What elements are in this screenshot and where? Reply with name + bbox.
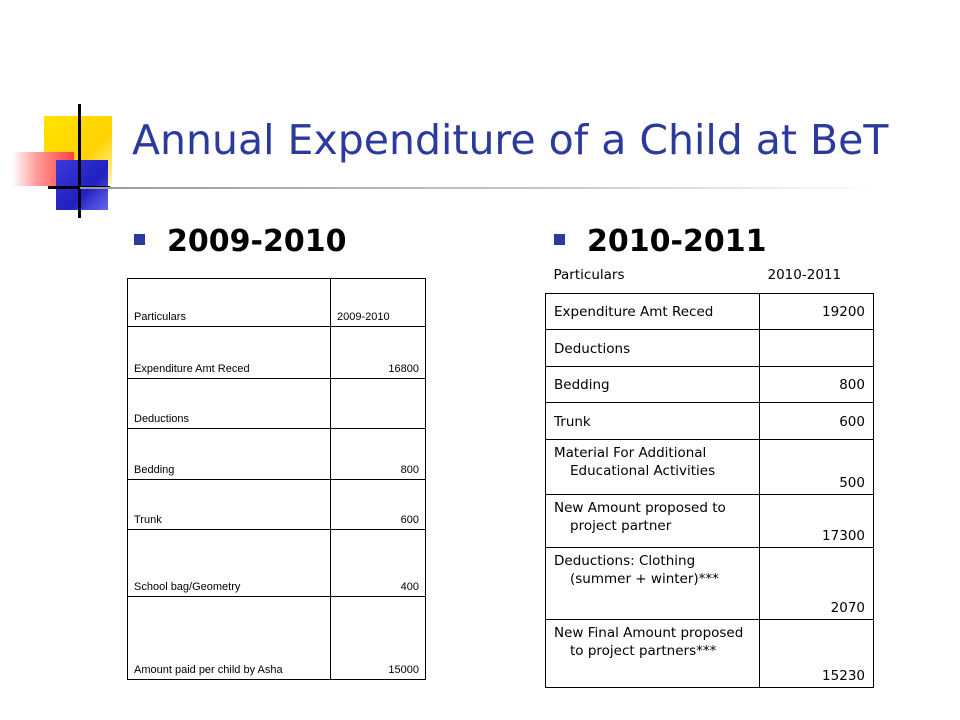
row-label: Trunk (545, 401, 760, 440)
row-value (330, 378, 426, 429)
table-row: Trunk 600 (545, 401, 874, 440)
table-2010-2011: Particulars 2010-2011 Expenditure Amt Re… (545, 255, 874, 688)
row-value: 15000 (330, 596, 426, 680)
table-row: New Final Amount proposed to project par… (545, 618, 874, 688)
row-label: Amount paid per child by Asha (127, 596, 331, 680)
header-cell-year: 2010-2011 (759, 255, 874, 294)
row-label: New Final Amount proposed to project par… (545, 618, 760, 688)
table-row: Bedding 800 (127, 428, 426, 480)
table-row: School bag/Geometry 400 (127, 529, 426, 597)
row-label: Expenditure Amt Reced (127, 326, 331, 379)
right-heading: 2010-2011 (554, 224, 766, 259)
table-row: Bedding 800 (545, 365, 874, 403)
left-heading-text: 2009-2010 (167, 224, 347, 259)
left-heading: 2009-2010 (134, 224, 346, 259)
decor-vertical-line (78, 104, 81, 218)
row-label: Deductions (545, 328, 760, 367)
row-value: 400 (330, 529, 426, 597)
row-value: 15230 (759, 618, 874, 688)
slide-title: Annual Expenditure of a Child at BeT (132, 116, 889, 164)
table-row: Deductions (545, 328, 874, 367)
row-value: 600 (759, 401, 874, 440)
bullet-square-icon (134, 234, 145, 245)
table-2009-2010: Particulars 2009-2010 Expenditure Amt Re… (127, 278, 426, 680)
table-row: Trunk 600 (127, 479, 426, 530)
row-value (759, 328, 874, 367)
table-row: Expenditure Amt Reced 19200 (545, 292, 874, 330)
row-label: Deductions (127, 378, 331, 429)
table-row: Deductions: Clothing (summer + winter)**… (545, 546, 874, 620)
row-label: School bag/Geometry (127, 529, 331, 597)
row-value: 500 (759, 438, 874, 495)
row-label: Material For Additional Educational Acti… (545, 438, 760, 495)
row-label: Bedding (127, 428, 331, 480)
row-label: Expenditure Amt Reced (545, 292, 760, 330)
table-row: New Amount proposed to project partner 1… (545, 493, 874, 548)
row-label: Bedding (545, 365, 760, 403)
row-value: 16800 (330, 326, 426, 379)
decor-horizontal-line (48, 186, 110, 189)
header-cell-particulars: Particulars (127, 278, 331, 327)
row-label: Deductions: Clothing (summer + winter)**… (545, 546, 760, 620)
row-label: Trunk (127, 479, 331, 530)
row-value: 17300 (759, 493, 874, 548)
bullet-square-icon (554, 234, 565, 245)
header-cell-year: 2009-2010 (330, 278, 426, 327)
row-value: 800 (330, 428, 426, 480)
table-row: Amount paid per child by Asha 15000 (127, 596, 426, 680)
table-row: Material For Additional Educational Acti… (545, 438, 874, 495)
table-row: Deductions (127, 378, 426, 429)
table-header-row: Particulars 2010-2011 (545, 255, 874, 294)
row-value: 2070 (759, 546, 874, 620)
row-value: 19200 (759, 292, 874, 330)
header-cell-particulars: Particulars (545, 255, 760, 294)
row-label: New Amount proposed to project partner (545, 493, 760, 548)
row-value: 600 (330, 479, 426, 530)
right-heading-text: 2010-2011 (587, 224, 767, 259)
row-value: 800 (759, 365, 874, 403)
decor-blue-square (56, 160, 108, 210)
table-row: Expenditure Amt Reced 16800 (127, 326, 426, 379)
table-header-row: Particulars 2009-2010 (127, 278, 426, 327)
title-underline (80, 187, 880, 189)
